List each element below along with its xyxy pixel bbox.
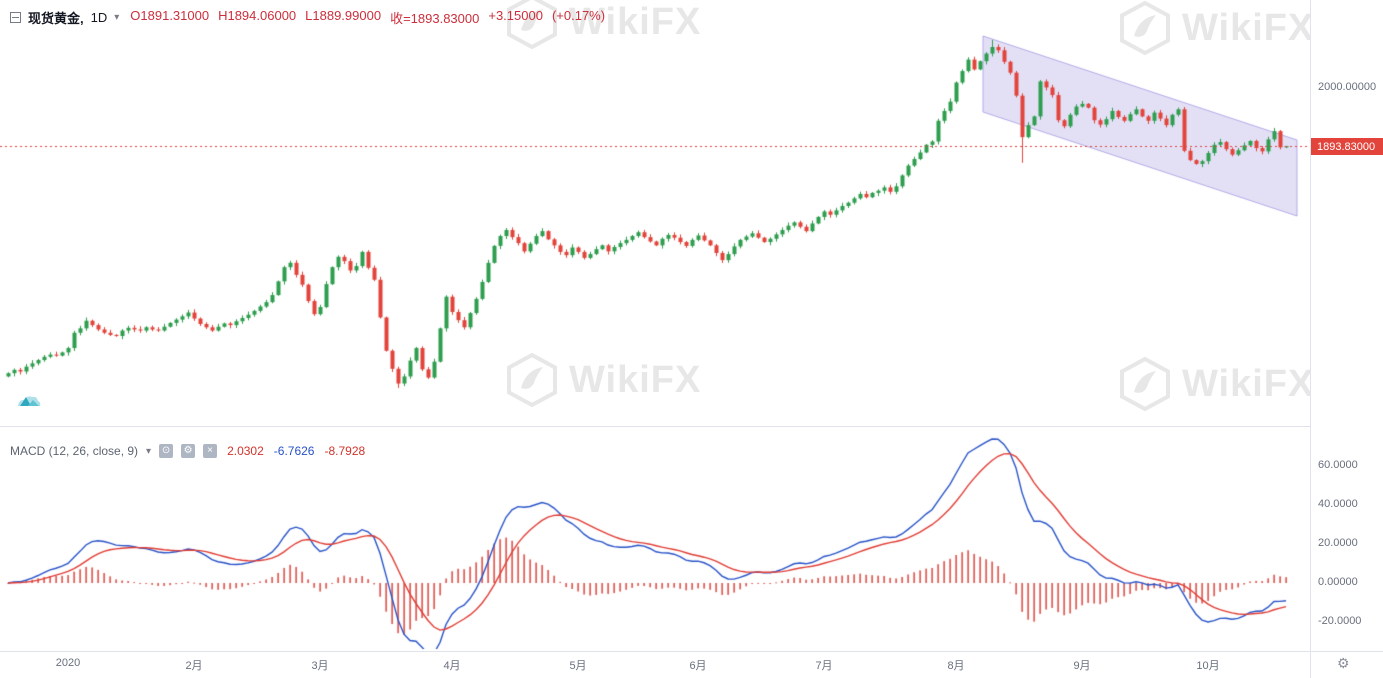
time-axis[interactable]: 2020 2月 3月 4月 5月 6月 7月 8月 9月 10月 — [0, 652, 1310, 678]
macd-header: MACD (12, 26, close, 9) ▾ ⊙ ⚙ × 2.0302 -… — [10, 444, 365, 458]
price-axis-label: 2000.00000 — [1318, 81, 1377, 93]
macd-title[interactable]: MACD (12, 26, close, 9) — [10, 444, 139, 458]
time-axis-label: 3月 — [311, 660, 329, 672]
macd-signal-value: -8.7928 — [324, 444, 366, 458]
macd-axis-label: -20.0000 — [1318, 615, 1362, 627]
price-axis-divider — [1310, 0, 1311, 678]
price-and-macd-chart[interactable] — [0, 0, 1310, 651]
macd-axis-label: 0.00000 — [1318, 576, 1358, 588]
time-axis-label: 2月 — [185, 660, 203, 672]
macd-axis-label: 20.0000 — [1318, 537, 1358, 549]
macd-settings-button[interactable]: ⚙ — [181, 444, 196, 458]
high-value: H1894.06000 — [218, 8, 297, 23]
ohlc-values: O1891.31000 H1894.06000 L1889.99000 收=18… — [130, 8, 605, 27]
interval-selector[interactable]: 1D — [90, 10, 108, 25]
chevron-down-icon[interactable]: ▾ — [146, 445, 152, 457]
macd-visibility-button[interactable]: ⊙ — [159, 444, 174, 458]
macd-values: 2.0302 -6.7626 -8.7928 — [227, 444, 365, 458]
chevron-down-icon[interactable]: ▾ — [114, 12, 120, 23]
time-axis-label: 9月 — [1073, 660, 1091, 672]
time-axis-label: 7月 — [815, 660, 833, 672]
chart-panel-icon[interactable] — [10, 12, 21, 23]
pane-divider[interactable] — [0, 426, 1310, 427]
symbol-name[interactable]: 现货黄金, — [28, 11, 84, 26]
time-axis-label: 2020 — [55, 657, 81, 669]
macd-delete-button[interactable]: × — [203, 444, 218, 458]
time-axis-label: 8月 — [947, 660, 965, 672]
time-axis-divider — [0, 651, 1383, 652]
change-value: +3.15000 — [488, 8, 543, 23]
change-pct-value: (+0.17%) — [551, 8, 606, 23]
open-value: O1891.31000 — [130, 8, 210, 23]
macd-line-value: -6.7626 — [273, 444, 315, 458]
gear-icon[interactable]: ⚙ — [1337, 655, 1350, 671]
close-value: 收=1893.83000 — [390, 11, 480, 26]
low-value: L1889.99000 — [305, 8, 382, 23]
price-axis[interactable]: 2000.00000 1893.83000 60.0000 40.0000 20.0… — [1311, 0, 1383, 651]
wikifx-mini-logo-icon — [18, 396, 41, 406]
current-price-badge: 1893.83000 — [1311, 138, 1383, 155]
time-axis-label: 10月 — [1196, 660, 1220, 672]
time-axis-label: 4月 — [443, 660, 461, 672]
macd-axis-label: 60.0000 — [1318, 459, 1358, 471]
macd-histogram-value: 2.0302 — [227, 444, 264, 458]
time-axis-label: 6月 — [689, 660, 707, 672]
macd-axis-label: 40.0000 — [1318, 498, 1358, 510]
time-axis-label: 5月 — [569, 660, 587, 672]
chart-header: 现货黄金, 1D ▾ O1891.31000 H1894.06000 L1889… — [10, 8, 605, 27]
